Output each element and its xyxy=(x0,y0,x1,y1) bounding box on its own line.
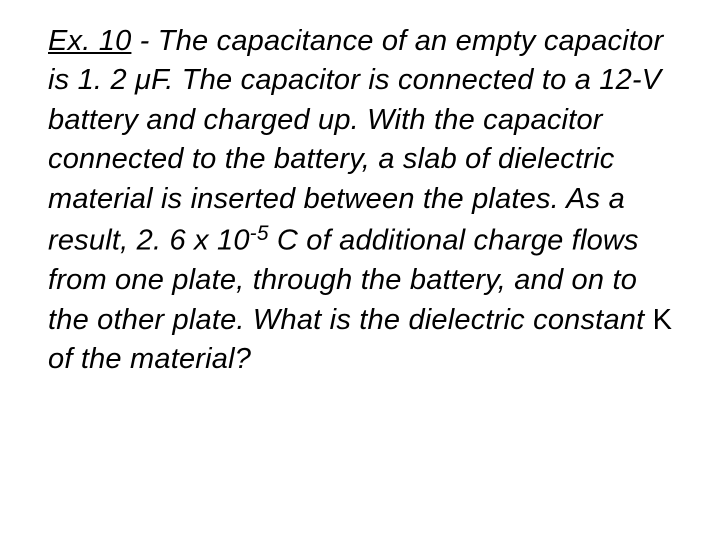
problem-text-3: of the material? xyxy=(48,343,251,375)
kappa-symbol: Κ xyxy=(653,304,673,336)
example-label: Ex. 10 xyxy=(48,25,131,57)
problem-paragraph: Ex. 10 - The capacitance of an empty cap… xyxy=(48,22,680,380)
problem-text-1: - The capacitance of an empty capacitor … xyxy=(48,25,663,257)
exponent: -5 xyxy=(250,222,269,245)
